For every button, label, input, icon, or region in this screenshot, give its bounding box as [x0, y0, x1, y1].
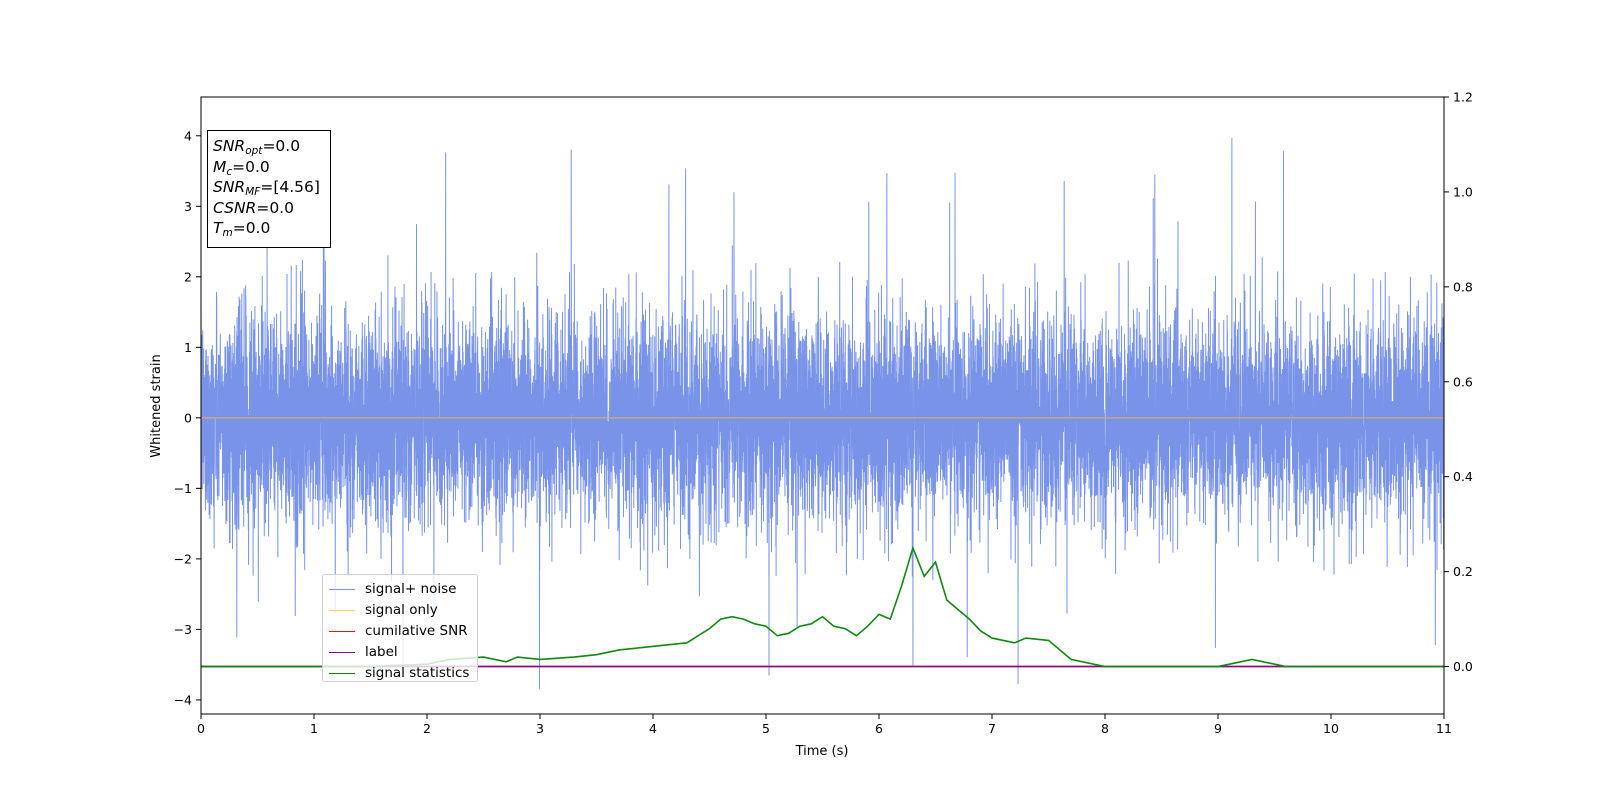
legend-label: label	[365, 644, 398, 660]
x-tick-label: 1	[310, 721, 318, 736]
legend-label: signal only	[365, 602, 438, 618]
x-tick-label: 3	[536, 721, 544, 736]
x-tick-label: 5	[762, 721, 770, 736]
y-tick-label: 0	[184, 410, 192, 425]
y2-tick-label: 0.2	[1453, 564, 1473, 579]
legend-swatch	[329, 588, 355, 590]
info-snr-mf: SNRMF=[4.56]	[213, 178, 320, 198]
x-tick-label: 9	[1214, 721, 1222, 736]
x-tick-label: 11	[1436, 721, 1452, 736]
y-tick-label: 2	[184, 269, 192, 284]
legend-item-signal-only: signal only	[329, 601, 438, 619]
x-axis-label: Time (s)	[795, 744, 849, 759]
legend-item-cumulative-snr: cumilative SNR	[329, 622, 468, 640]
plot-frame	[200, 96, 1445, 715]
y-tick-label: −3	[174, 622, 192, 637]
y-tick-label: −4	[174, 692, 192, 707]
y-axis-label: Whitened strain	[149, 354, 164, 457]
legend-swatch	[329, 609, 355, 611]
legend-item-signal-noise: signal+ noise	[329, 580, 456, 598]
legend: signal+ noise signal only cumilative SNR…	[322, 574, 478, 682]
signal-statistics-line	[201, 545, 1444, 668]
y-tick-label: −1	[174, 481, 192, 496]
x-tick-label: 10	[1323, 721, 1339, 736]
signal-noise-series	[201, 137, 1444, 689]
legend-swatch	[329, 651, 355, 653]
signal-noise-line	[201, 137, 1444, 689]
x-tick-label: 0	[197, 721, 205, 736]
info-csnr: CSNR=0.0	[213, 198, 294, 217]
info-snr-opt: SNRopt=0.0	[213, 137, 301, 157]
info-mc: Mc=0.0	[213, 157, 270, 178]
y2-tick-label: 0.4	[1453, 469, 1473, 484]
legend-item-label: label	[329, 643, 398, 661]
y-tick-label: −2	[174, 551, 192, 566]
x-tick-label: 2	[423, 721, 431, 736]
legend-label: signal statistics	[365, 665, 470, 681]
y-tick-label: 3	[184, 199, 192, 214]
y2-tick-label: 0.8	[1453, 279, 1473, 294]
y2-tick-label: 1.2	[1453, 90, 1473, 105]
legend-label: cumilative SNR	[365, 623, 468, 639]
info-box: SNRopt=0.0 Mc=0.0 SNRMF=[4.56] CSNR=0.0 …	[207, 130, 331, 248]
x-tick-label: 7	[988, 721, 996, 736]
y2-tick-label: 1.0	[1453, 184, 1473, 199]
y2-tick-label: 0.6	[1453, 374, 1473, 389]
y2-tick-label: 0.0	[1453, 659, 1473, 674]
x-tick-label: 6	[875, 721, 883, 736]
y-tick-label: 4	[184, 128, 192, 143]
legend-label: signal+ noise	[365, 581, 457, 597]
legend-item-signal-statistics: signal statistics	[329, 664, 469, 682]
x-tick-label: 8	[1101, 721, 1109, 736]
legend-swatch	[329, 672, 355, 674]
info-tm: Tm=0.0	[213, 219, 271, 239]
x-tick-label: 4	[649, 721, 657, 736]
legend-swatch	[329, 630, 355, 632]
axis-ticks: 0 1 2 3 4 5 6 7 8 9 10 11 −4 −3 −2 −1 0 1 2 3 4 0.0 0.2 0.4 0.6 0…	[174, 90, 1473, 737]
y-tick-label: 1	[184, 340, 192, 355]
